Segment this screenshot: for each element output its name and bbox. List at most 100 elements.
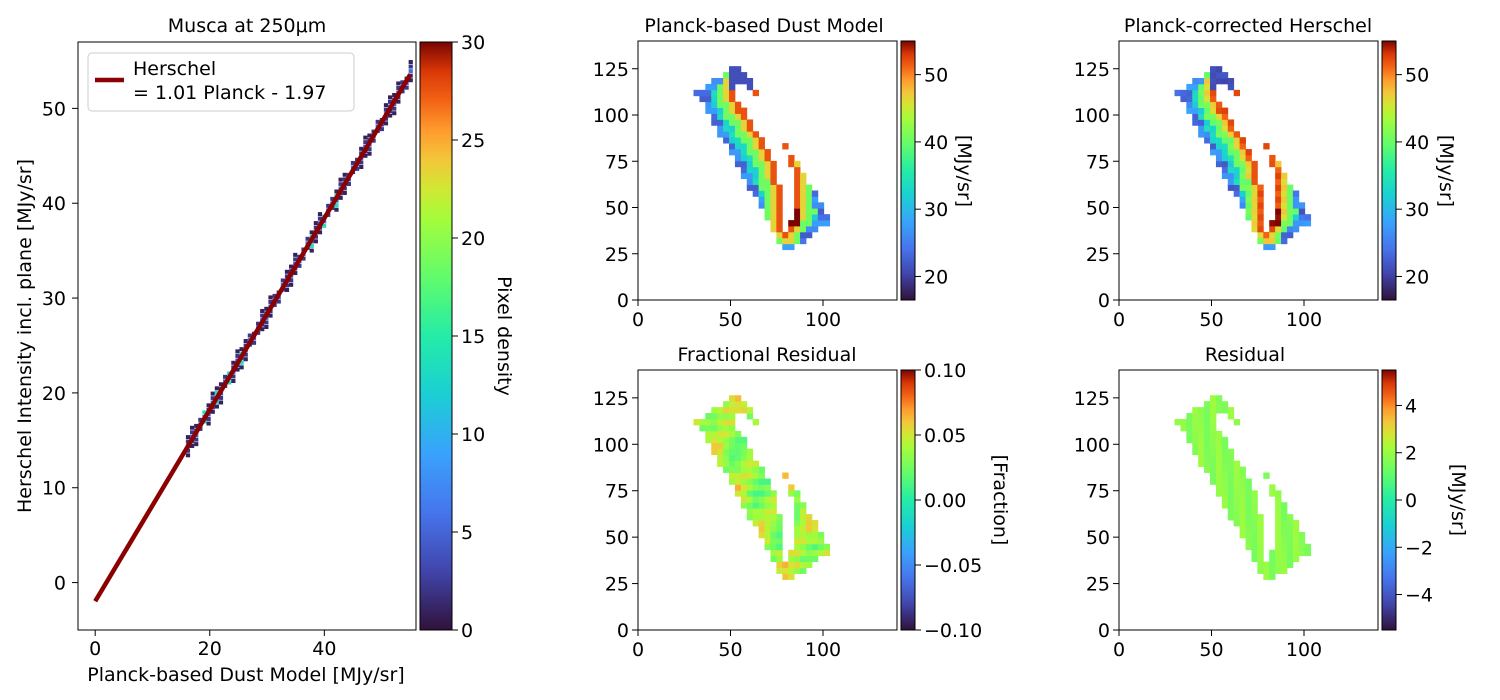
residual-panel: Residual 0 50 100 0 25 50 75 100 125 −4 −2 0 2 4 [M…: [1074, 344, 1469, 661]
map-pixel: [1257, 202, 1264, 209]
map-pixel: [1204, 101, 1211, 108]
map-pixel: [1286, 555, 1294, 563]
density-cell: [235, 349, 240, 354]
map-pixel: [1210, 66, 1217, 73]
map-pixel: [1275, 172, 1282, 180]
density-cell: [359, 165, 364, 170]
map-pixel: [1198, 107, 1205, 114]
map-pixel: [764, 214, 771, 221]
map-pixel: [1245, 531, 1252, 539]
map-pixel: [1275, 190, 1282, 197]
map-pixel: [1269, 243, 1276, 251]
map-pixel: [811, 220, 819, 227]
density-colorbar: [419, 41, 453, 631]
map-pixel: [711, 95, 718, 103]
map-pixel: [1286, 561, 1294, 568]
map-pixel: [1263, 243, 1270, 251]
map-pixel: [805, 514, 813, 521]
map-colorbar-tick-label: 50: [1405, 65, 1429, 87]
map-pixel: [1286, 226, 1294, 233]
map-colorbar-tick-label: 50: [924, 65, 948, 87]
map-pixel: [1275, 184, 1282, 191]
map-pixel: [1186, 101, 1193, 108]
map-pixel: [776, 537, 783, 545]
density-cell: [342, 172, 347, 177]
scatter-y-tick-label: 10: [42, 478, 66, 500]
map-pixel: [723, 407, 730, 414]
map-pixel: [1204, 430, 1211, 438]
map-pixel: [770, 537, 777, 545]
map-pixel: [1210, 442, 1217, 450]
map-pixel: [782, 243, 789, 251]
map-pixel: [1245, 172, 1252, 180]
map-pixel: [770, 184, 777, 191]
map-pixel: [1215, 478, 1223, 485]
map-pixel: [723, 419, 730, 426]
map-pixel: [800, 555, 807, 563]
map-pixel: [1251, 555, 1258, 563]
map-pixel: [1215, 137, 1223, 144]
map-pixel: [1245, 214, 1252, 221]
map-y-tick-label: 125: [1074, 59, 1110, 81]
map-pixel: [1186, 419, 1193, 426]
map-pixel: [752, 190, 760, 197]
map-pixel: [1192, 83, 1199, 91]
map-pixel: [729, 448, 736, 456]
map-pixel: [817, 531, 825, 539]
map-pixel: [1245, 160, 1252, 168]
fractional-residual-x-ticks: 0 50 100: [632, 630, 841, 661]
map-pixel: [764, 190, 771, 197]
map-pixel: [782, 231, 789, 239]
map-pixel: [746, 413, 754, 420]
fractional-residual-panel: Fractional Residual 0 50 100 0 25 50 75 100 125…: [593, 344, 1011, 661]
map-pixel: [1221, 107, 1229, 114]
map-pixel: [1275, 178, 1282, 185]
density-cell: [309, 230, 314, 235]
map-pixel: [723, 83, 730, 91]
scatter-y-tick-label: 40: [42, 193, 66, 215]
map-pixel: [740, 478, 748, 485]
map-pixel: [800, 231, 807, 239]
residual-map: [1174, 395, 1312, 580]
corrected-herschel-map: [1174, 66, 1312, 251]
map-pixel: [734, 442, 742, 450]
density-cell: [334, 207, 339, 212]
map-pixel: [794, 190, 801, 197]
map-y-tick-label: 0: [1098, 290, 1110, 312]
map-pixel: [1210, 125, 1217, 132]
map-pixel: [1257, 537, 1264, 545]
map-pixel: [740, 78, 748, 85]
map-pixel: [1227, 78, 1235, 85]
map-pixel: [1281, 526, 1288, 533]
map-pixel: [729, 442, 736, 450]
map-pixel: [800, 537, 807, 545]
corrected-herschel-y-ticks: 0 25 50 75 100 125: [1074, 59, 1119, 312]
map-pixel: [740, 472, 748, 479]
map-colorbar-tick-label: 40: [1405, 132, 1429, 154]
map-pixel: [764, 543, 771, 551]
map-pixel: [1245, 166, 1252, 174]
density-cell: [194, 437, 199, 442]
map-pixel: [734, 448, 742, 456]
map-pixel: [1210, 149, 1217, 156]
map-pixel: [734, 460, 742, 467]
map-pixel: [717, 119, 724, 126]
map-pixel: [699, 419, 706, 426]
map-pixel: [1233, 478, 1241, 485]
density-cell: [190, 443, 195, 448]
map-pixel: [1245, 149, 1252, 156]
corrected-herschel-title: Planck-corrected Herschel: [1124, 15, 1372, 37]
map-pixel: [752, 89, 760, 97]
map-pixel: [770, 526, 777, 533]
map-pixel: [723, 454, 730, 462]
map-pixel: [717, 454, 724, 462]
map-pixel: [1292, 526, 1300, 533]
map-pixel: [1263, 231, 1270, 239]
map-pixel: [711, 442, 718, 450]
map-pixel: [805, 520, 813, 527]
map-pixel: [776, 208, 783, 215]
map-pixel: [711, 413, 718, 420]
map-pixel: [1257, 184, 1264, 191]
map-pixel: [794, 526, 801, 533]
map-pixel: [1186, 95, 1193, 103]
